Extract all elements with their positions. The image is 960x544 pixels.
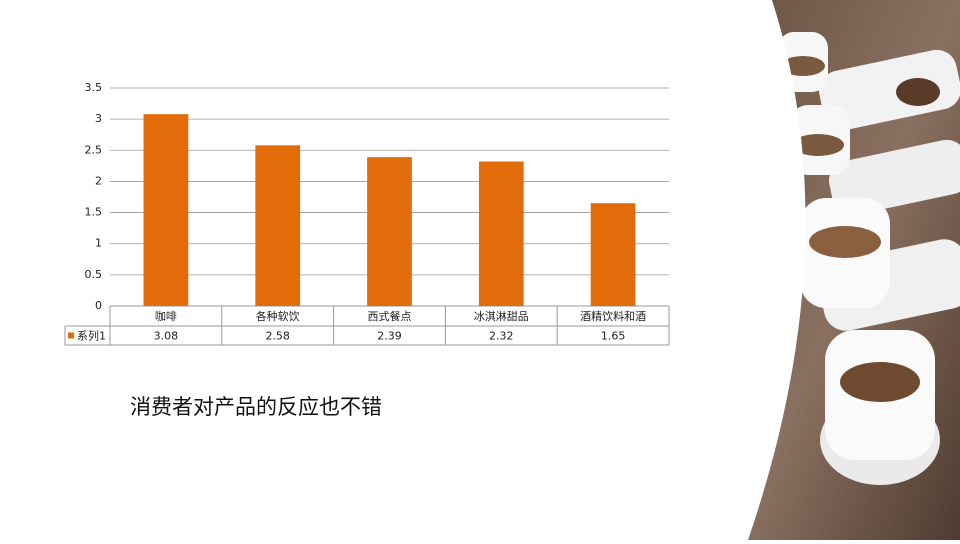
- chart: 0 0.5 1 1.5 2 2.5 3 3.5 系列1 3.08 2.58 2.39 2.32 1.65 咖…: [64, 81, 670, 346]
- y-tick-label: 1.5: [85, 206, 103, 219]
- photo: [740, 0, 960, 540]
- y-tick-label: 2: [95, 174, 102, 187]
- coffee: [792, 134, 844, 156]
- table-value: 2.39: [377, 330, 402, 343]
- y-tick-label: 0: [95, 299, 102, 312]
- y-tick-label: 1: [95, 237, 102, 250]
- saucer: [829, 139, 960, 216]
- x-tick-label: 冰淇淋甜品: [474, 310, 529, 323]
- x-tick-label: 各种软饮: [256, 309, 300, 323]
- bar: [367, 157, 412, 306]
- chocolate: [896, 78, 940, 106]
- legend-swatch: [68, 332, 74, 339]
- x-tick-label: 咖啡: [155, 309, 177, 323]
- table-value: 2.58: [265, 330, 290, 343]
- legend-label: 系列1: [77, 329, 106, 343]
- coffee: [840, 362, 920, 402]
- saucer: [819, 49, 960, 131]
- x-tick-label: 酒精饮料和酒: [580, 309, 646, 323]
- coffee: [781, 56, 825, 76]
- y-tick-label: 3: [95, 112, 102, 125]
- bar: [255, 145, 301, 306]
- y-tick-label: 0.5: [85, 268, 103, 281]
- coffee: [809, 226, 881, 258]
- y-tick-label: 3.5: [85, 81, 103, 94]
- x-tick-label: 西式餐点: [368, 309, 412, 323]
- y-tick-label: 2.5: [85, 143, 103, 156]
- bar: [590, 203, 636, 306]
- bar: [478, 161, 524, 306]
- table-value: 1.65: [601, 330, 626, 343]
- caption: 消费者对产品的反应也不错: [130, 395, 382, 419]
- table-value: 3.08: [154, 330, 179, 343]
- bar: [143, 114, 189, 306]
- table-value: 2.32: [489, 330, 514, 343]
